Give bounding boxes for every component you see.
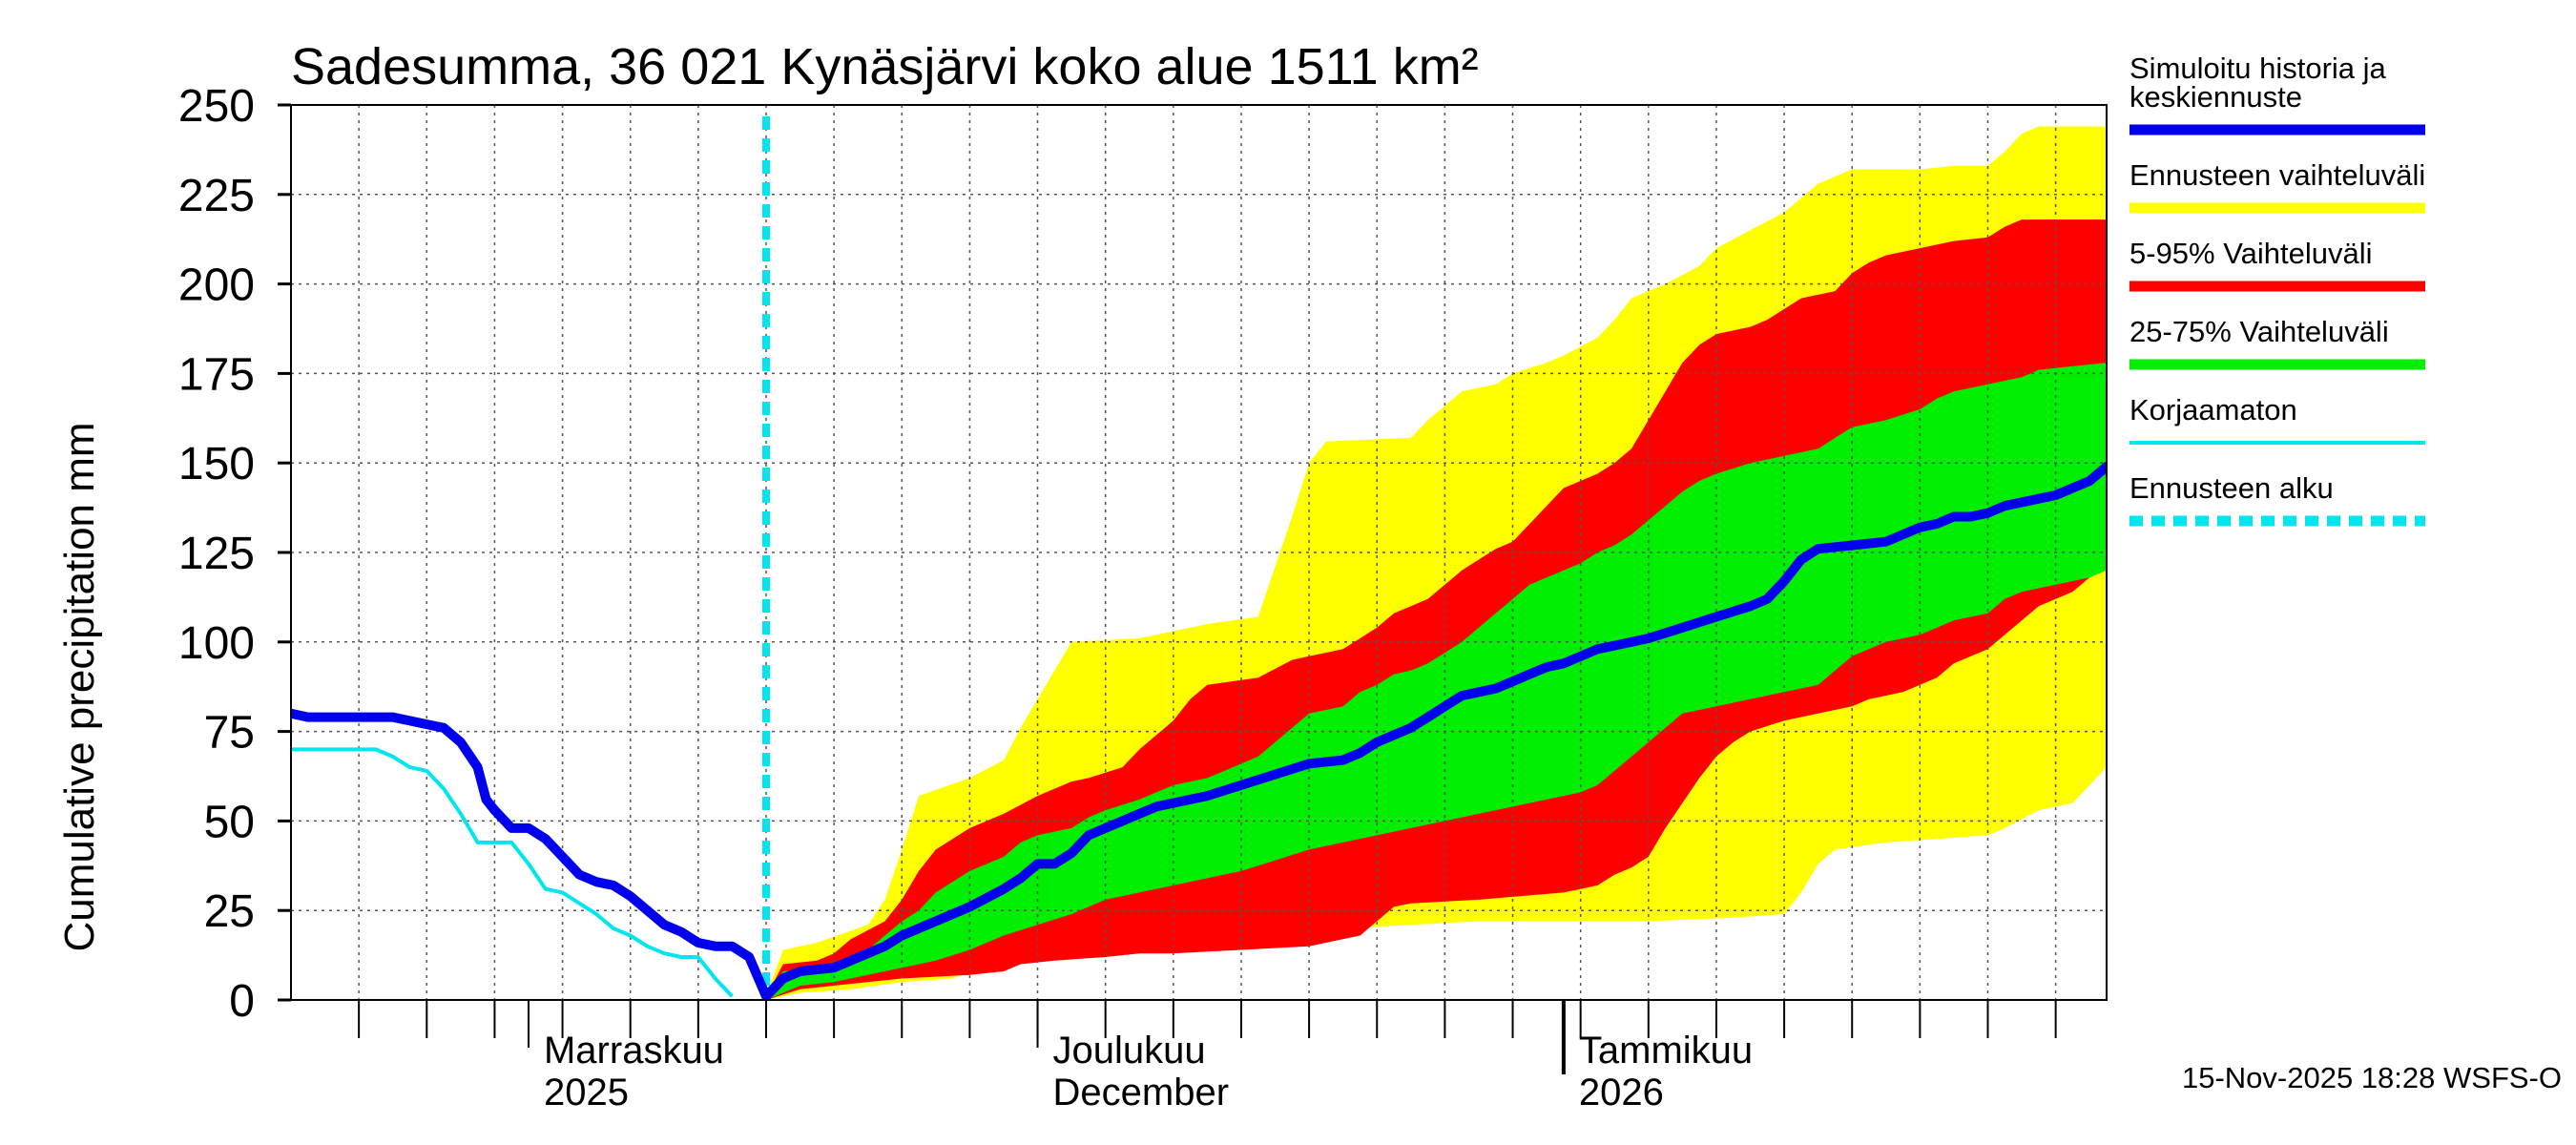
plot-area — [766, 126, 2107, 1000]
axes: 0255075100125150175200225250Marraskuu202… — [178, 81, 2108, 1114]
y-tick-label-25: 25 — [204, 886, 255, 937]
month-label-joulukuu: Joulukuu — [1053, 1030, 1206, 1072]
y-tick-label-175: 175 — [178, 349, 255, 400]
legend-item-simuloitu-historia-ja-keskiennuste-text-2: keskiennuste — [2129, 80, 2302, 114]
y-tick-label-225: 225 — [178, 171, 255, 221]
legend-item-5-95-vaihteluv-li-text: 5-95% Vaihteluväli — [2129, 237, 2372, 270]
month-sublabel-2026: 2026 — [1579, 1072, 1664, 1114]
y-tick-label-125: 125 — [178, 529, 255, 579]
y-tick-label-100: 100 — [178, 618, 255, 669]
timestamp-footer: 15-Nov-2025 18:28 WSFS-O — [2182, 1061, 2562, 1094]
legend-item-ennusteen-alku-text: Ennusteen alku — [2129, 471, 2334, 505]
y-tick-label-150: 150 — [178, 439, 255, 489]
legend-item-simuloitu-historia-ja-keskiennuste-text-1: Simuloitu historia ja — [2129, 52, 2387, 85]
y-tick-label-200: 200 — [178, 260, 255, 311]
line-korjaamaton — [291, 747, 734, 998]
month-sublabel-december: December — [1053, 1072, 1230, 1114]
month-sublabel-2025: 2025 — [544, 1072, 629, 1114]
y-tick-label-50: 50 — [204, 797, 255, 847]
series-lines — [291, 116, 2107, 1000]
y-axis-label: Cumulative precipitation mm — [56, 422, 103, 951]
y-tick-label-0: 0 — [229, 976, 255, 1027]
chart-title: Sadesumma, 36 021 Kynäsjärvi koko alue 1… — [291, 38, 1479, 95]
band-25-75-vaihteluv-li — [766, 363, 2107, 1000]
band-5-95-vaihteluv-li — [766, 219, 2107, 1000]
y-tick-label-75: 75 — [204, 708, 255, 759]
y-tick-label-250: 250 — [178, 81, 255, 132]
legend-item-25-75-vaihteluv-li-text: 25-75% Vaihteluväli — [2129, 315, 2389, 348]
legend-item-korjaamaton-text: Korjaamaton — [2129, 393, 2297, 427]
month-label-tammikuu: Tammikuu — [1579, 1030, 1753, 1072]
month-label-marraskuu: Marraskuu — [544, 1030, 724, 1072]
legend-item-ennusteen-vaihteluv-li-text: Ennusteen vaihteluväli — [2129, 158, 2425, 192]
line-keskiennuste — [291, 462, 2107, 1000]
